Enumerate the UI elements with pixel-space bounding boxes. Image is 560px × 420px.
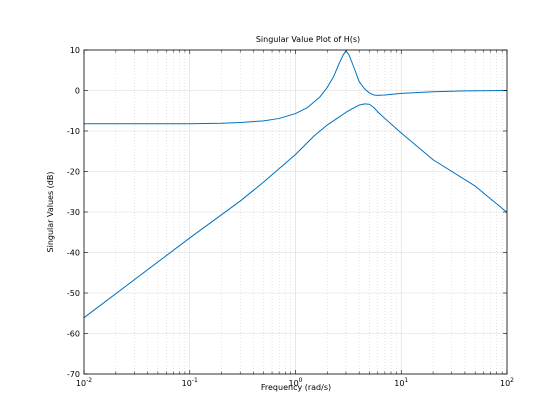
series-layer	[83, 50, 508, 319]
x-tick-label: 100	[288, 377, 302, 388]
chart-title: Singular Value Plot of H(s)	[256, 35, 360, 44]
x-axis-label: Frequency (rad/s)	[261, 383, 331, 392]
x-tick-label: 10-1	[182, 377, 198, 388]
y-tick-label: -30	[67, 208, 80, 217]
y-tick-label: 0	[75, 87, 80, 96]
y-tick-label: 10	[70, 46, 80, 55]
y-tick-label: -70	[67, 370, 80, 379]
y-tick-label: -40	[67, 249, 80, 258]
singular-value-line-1	[84, 50, 508, 125]
y-tick-label: -60	[67, 330, 80, 339]
y-axis-label: Singular Values (dB)	[46, 172, 55, 253]
x-tick-label: 102	[500, 377, 514, 388]
y-tick-label: -20	[67, 168, 80, 177]
x-tick-label: 10-2	[76, 377, 92, 388]
singular-value-line-2	[83, 103, 508, 319]
grid-layer	[84, 50, 507, 374]
y-tick-label: -10	[67, 127, 80, 136]
x-tick-label: 101	[394, 377, 408, 388]
y-tick-label: -50	[67, 289, 80, 298]
